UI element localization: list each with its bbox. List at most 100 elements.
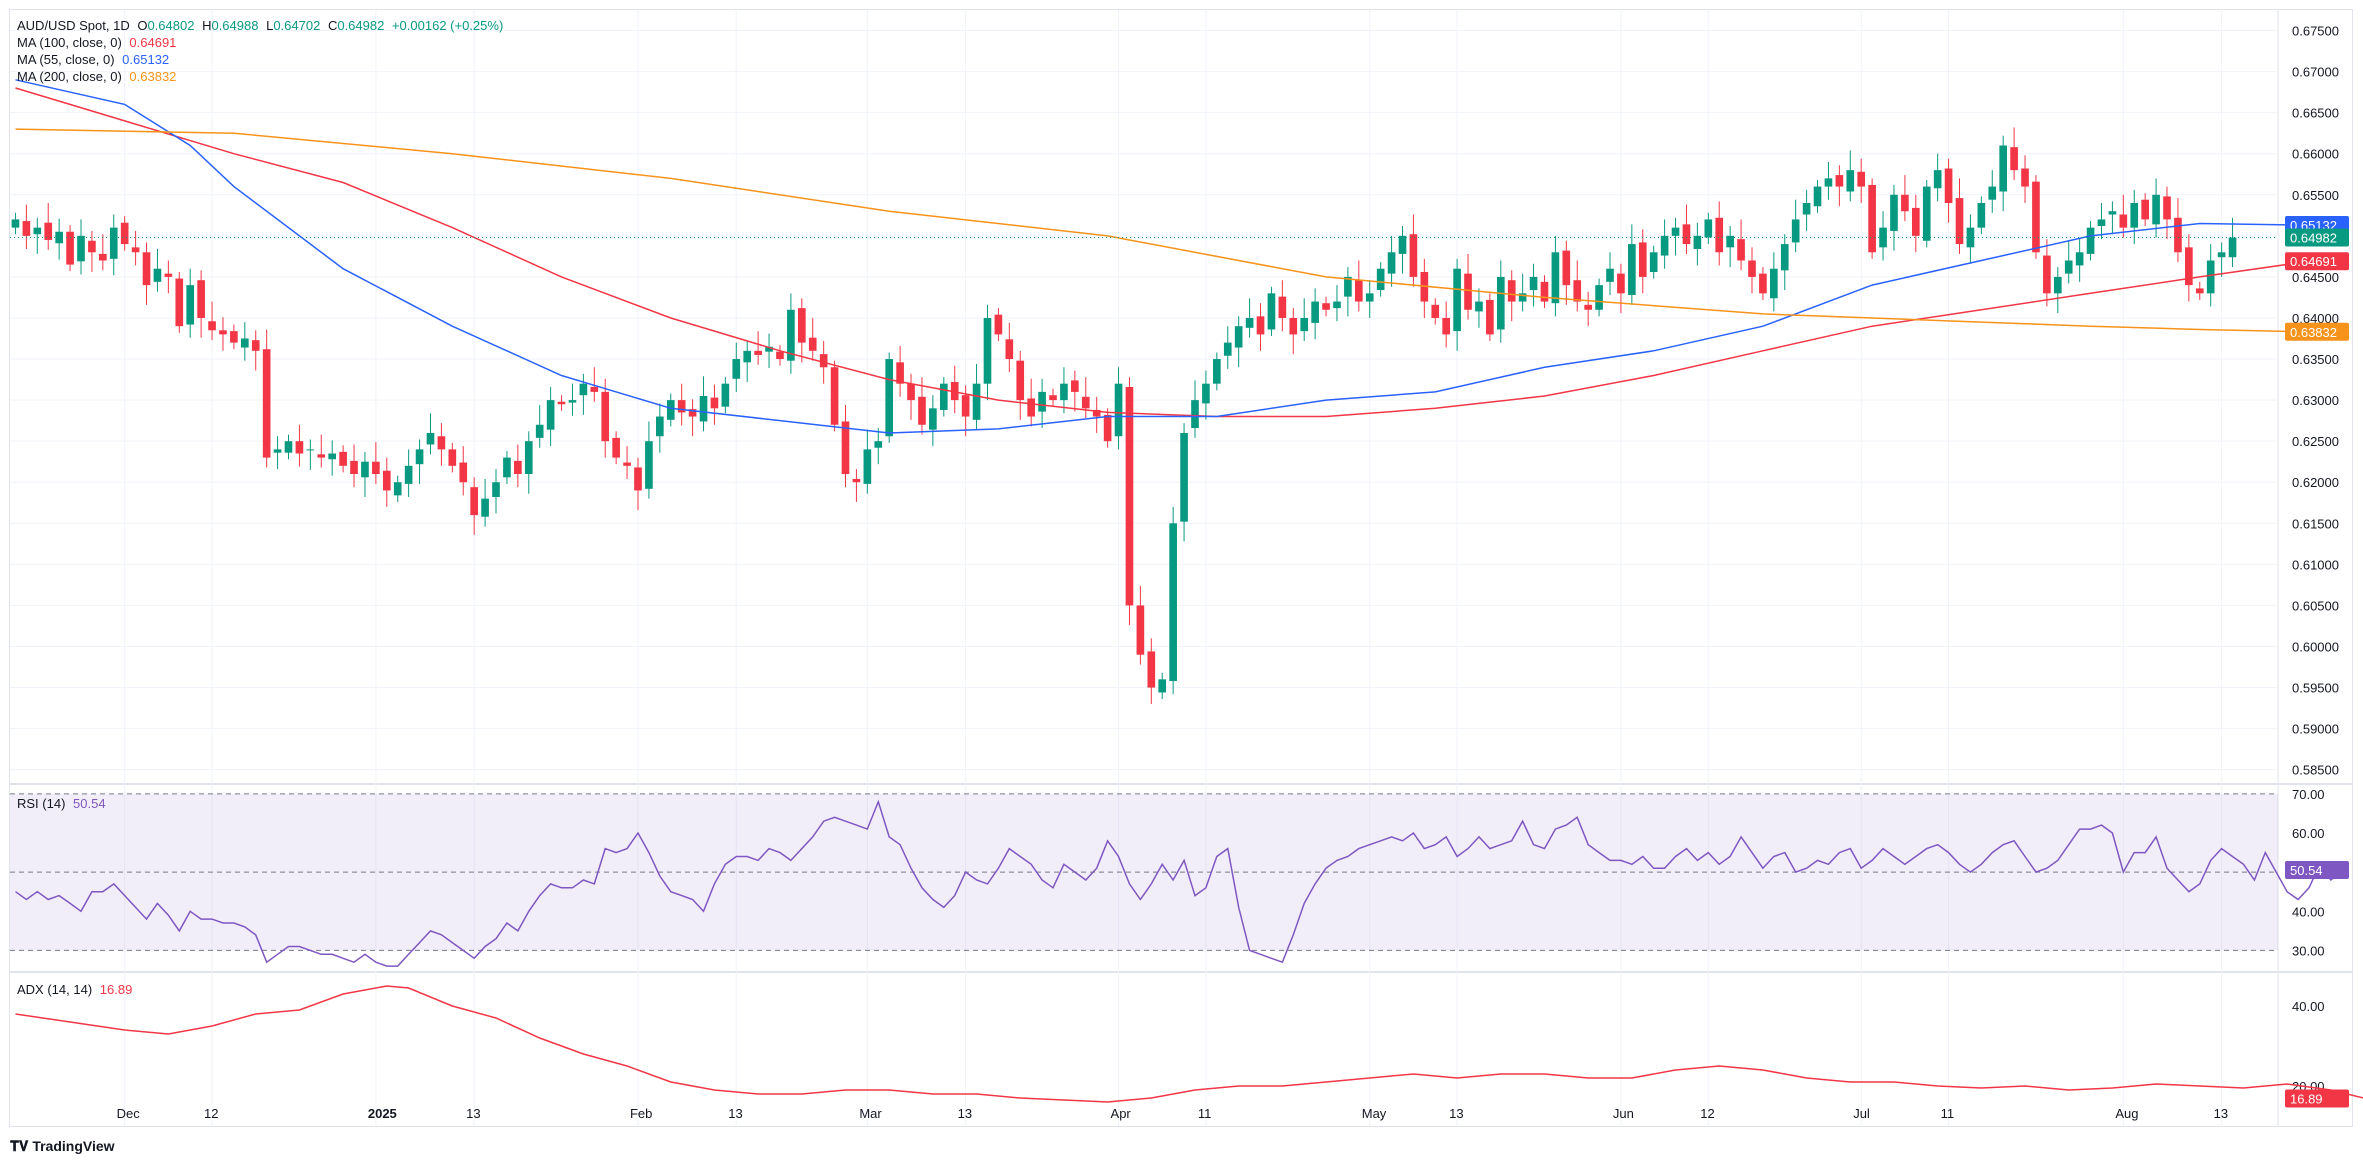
candle-body [1628,244,1636,295]
candle-body [1507,280,1516,302]
candle-body [1846,170,1855,192]
candle-body [808,337,817,351]
candle-body [579,383,588,396]
candle-body [819,354,828,368]
chart-frame [9,9,2353,1127]
candle-body [2108,211,2117,215]
candle-body [2206,260,2215,294]
rsi-badge: 50.54 [2290,863,2323,878]
candle-body [262,349,271,458]
candle-body [776,351,784,360]
candle-body [1529,276,1538,291]
candle-body [99,253,107,261]
close-value: 0.64982 [337,18,385,33]
candle-body [2195,288,2204,294]
candle-body [1879,227,1887,248]
candle-body [481,498,489,517]
candle-body [1486,299,1494,335]
candle-body [1824,178,1833,187]
candle-body [109,227,118,259]
time-tick-label: 2025 [368,1106,397,1121]
candle-body [186,285,195,325]
candle-body [2141,199,2149,220]
rsi-value: 50.54 [73,796,106,811]
candle-body [88,240,96,253]
candle-body [972,383,981,420]
candle-body [1333,301,1341,309]
candle-body [612,437,620,458]
candle-body [2021,168,2029,187]
candle-body [33,227,42,235]
candle-body [1682,224,1691,245]
rsi-label: RSI (14) [17,796,66,811]
time-tick-label: Jul [1853,1106,1870,1121]
candle-body [1606,268,1614,282]
candle-body [1737,239,1745,261]
rsi-tick-label: 70.00 [2292,787,2325,802]
price-tick-label: 0.59000 [2292,722,2339,737]
candle-body [361,461,369,478]
candle-body [1955,198,1964,245]
candle-body [797,308,806,343]
candle-body [1027,398,1035,417]
candle-body [1223,342,1232,356]
candle-body [1584,304,1592,310]
candle-body [2163,196,2171,220]
candle-body [765,346,773,352]
tradingview-logo[interactable]: 𝐓𝐕 TradingView [10,1138,115,1155]
candle-body [1715,217,1724,253]
candle-body [514,460,522,475]
time-tick-label: May [1362,1106,1387,1121]
time-tick-label: Apr [1111,1106,1132,1121]
candle-body [1180,432,1188,522]
candle-body [1256,316,1265,335]
rsi-tick-label: 30.00 [2292,943,2325,958]
price-tick-label: 0.66000 [2292,147,2339,162]
candle-body [743,350,752,363]
candle-body [372,461,380,475]
candle-body [535,424,544,438]
candle-body [2086,227,2095,254]
price-tick-label: 0.67000 [2292,65,2339,80]
candle-body [634,467,642,491]
rsi-line [15,799,2343,967]
price-tick-label: 0.67500 [2292,24,2339,39]
price-tick-label: 0.61500 [2292,516,2339,531]
candle-body [142,252,151,286]
candle-body [273,449,282,453]
candle-body [1977,203,1986,228]
ma55-label: MA (55, close, 0) [17,52,115,67]
candle-body [1387,252,1396,274]
candle-body [688,409,697,417]
candle-body [1049,395,1057,401]
ma100-legend: MA (100, close, 0) 0.64691 [17,35,180,51]
candle-body [950,382,959,401]
candle-body [1071,380,1079,392]
candle-body [1660,235,1669,256]
ma200-value: 0.63832 [129,69,177,84]
candle-body [1835,175,1844,187]
price-tick-label: 0.65500 [2292,188,2339,203]
ma100-badge: 0.64691 [2290,254,2337,269]
ma55-line [15,79,2310,434]
candle-body [1202,383,1210,404]
time-tick-label: 12 [204,1106,218,1121]
time-tick-label: Dec [117,1106,141,1121]
candle-body [1638,242,1647,277]
candle-body [1442,317,1451,335]
price-tick-label: 0.62500 [2292,434,2339,449]
candle-body [382,470,391,491]
candle-body [1322,303,1330,310]
adx-badge-bg [2285,1089,2349,1108]
candle-body [1191,400,1199,429]
candle-body [306,449,315,451]
candle-body [1060,383,1068,401]
candle-body [1780,244,1789,271]
candle-body [896,362,904,384]
candle-body [1922,186,1931,241]
candle-body [1693,235,1702,249]
candle-body [1464,273,1472,310]
rsi-tick-label: 40.00 [2292,904,2325,919]
candle-body [208,321,216,331]
